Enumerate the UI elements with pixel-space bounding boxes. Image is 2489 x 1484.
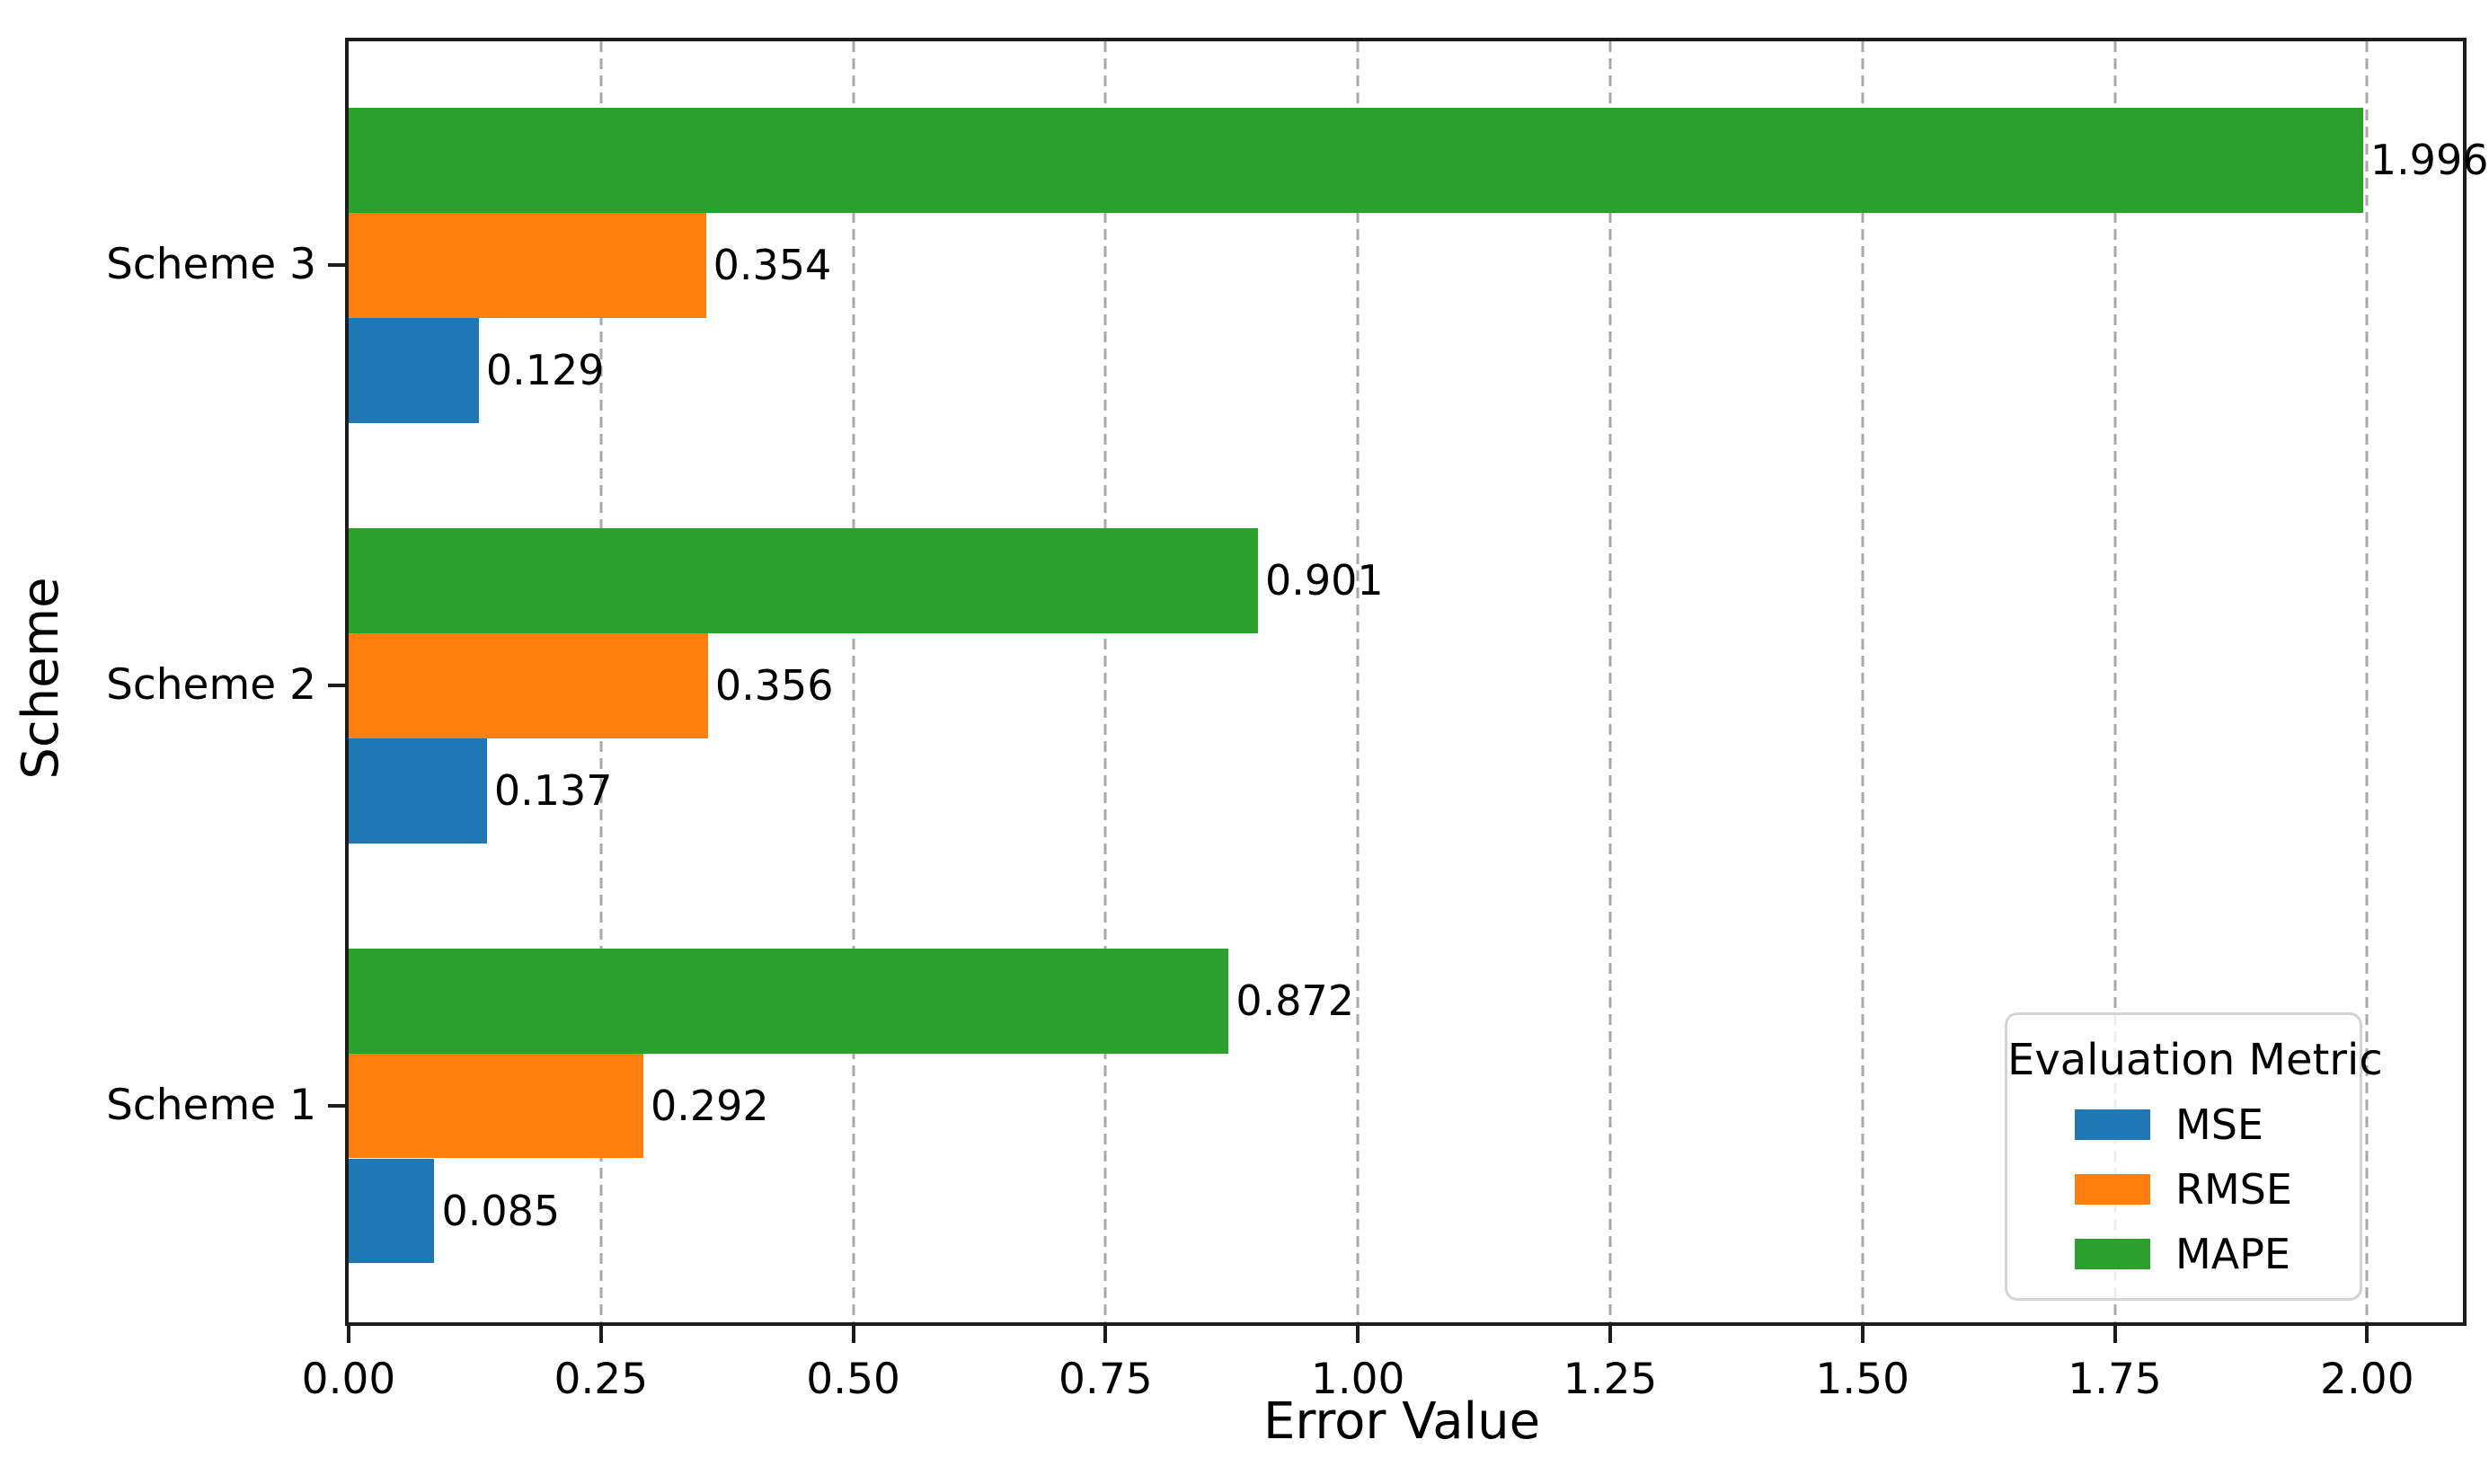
x-tick-label: 0.50 [806,1355,900,1404]
bar-mse-scheme-1 [349,1158,435,1264]
y-axis-label: Scheme [12,577,71,780]
y-tick-label-scheme-1: Scheme 1 [106,1081,316,1131]
legend-title: Evaluation Metric [2007,1035,2383,1086]
x-tick-label: 2.00 [2319,1355,2414,1404]
x-tick-label: 0.25 [554,1355,649,1404]
x-tick-mark [347,1326,350,1343]
x-tick-mark [2113,1326,2117,1343]
gridline-0.75 [1103,41,1107,1322]
y-tick-label-scheme-2: Scheme 2 [106,660,316,711]
plot-area: 0.085 0.137 0.129 0.292 0.356 0.354 0.872 0.901… [106,38,2489,1402]
x-tick-label: 0.00 [301,1355,396,1404]
x-tick-label: 1.25 [1563,1355,1658,1404]
bar-value-label: 0.872 [1236,976,1355,1026]
y-tick-mark [328,684,345,688]
bar-value-label: 1.996 [2369,136,2489,185]
gridline-1.50 [1861,41,1865,1322]
legend-swatch-mse [2075,1109,2151,1140]
gridline-1.00 [1356,41,1360,1322]
legend-item-label: MAPE [2175,1230,2290,1278]
bar-value-label: 0.356 [714,661,834,711]
x-tick-mark [598,1326,603,1343]
x-tick-mark [2365,1326,2369,1343]
y-tick-label-scheme-3: Scheme 3 [106,240,316,290]
legend: Evaluation Metric MSE RMSE MAPE [2005,1012,2383,1301]
x-tick-mark [851,1326,855,1343]
legend-item-mape: MAPE [2075,1233,2290,1275]
y-tick-mark [328,263,345,268]
gridline-1.75 [2113,41,2116,1322]
bar-value-label: 0.901 [1264,556,1384,605]
bar-value-label: 0.085 [441,1186,561,1235]
bar-mse-scheme-3 [349,317,479,423]
x-tick-mark [1860,1326,1865,1343]
legend-swatch-mape [2075,1239,2151,1269]
bar-mape-scheme-2 [349,527,1258,633]
x-tick-mark [1608,1326,1612,1343]
bar-mse-scheme-2 [349,738,487,844]
bar-value-label: 0.137 [493,766,613,816]
x-tick-label: 1.00 [1310,1355,1405,1404]
legend-item-label: MSE [2175,1100,2263,1149]
gridline-1.25 [1608,41,1612,1322]
bar-rmse-scheme-3 [349,212,706,318]
legend-item-rmse: RMSE [2075,1169,2292,1210]
legend-item-mse: MSE [2075,1104,2263,1145]
x-tick-mark [1103,1326,1108,1343]
bar-value-label: 0.354 [713,241,832,290]
legend-swatch-rmse [2075,1174,2151,1205]
x-tick-label: 1.50 [1815,1355,1910,1404]
bar-rmse-scheme-2 [349,632,708,738]
x-tick-label: 0.75 [1058,1355,1153,1404]
x-tick-mark [1356,1326,1360,1343]
y-tick-mark [328,1104,345,1109]
legend-item-label: RMSE [2175,1165,2292,1214]
gridline-0.50 [852,41,855,1322]
bar-rmse-scheme-1 [349,1053,643,1159]
gridline-2.00 [2365,41,2369,1322]
x-tick-label: 1.75 [2068,1355,2162,1404]
bar-mape-scheme-1 [349,948,1229,1054]
legend-items: MSE RMSE MAPE [2075,1104,2292,1275]
bar-mape-scheme-3 [349,107,2363,213]
x-axis-label: Error Value [1262,1392,1541,1451]
bar-value-label: 0.292 [650,1082,769,1131]
bar-value-label: 0.129 [485,346,605,395]
